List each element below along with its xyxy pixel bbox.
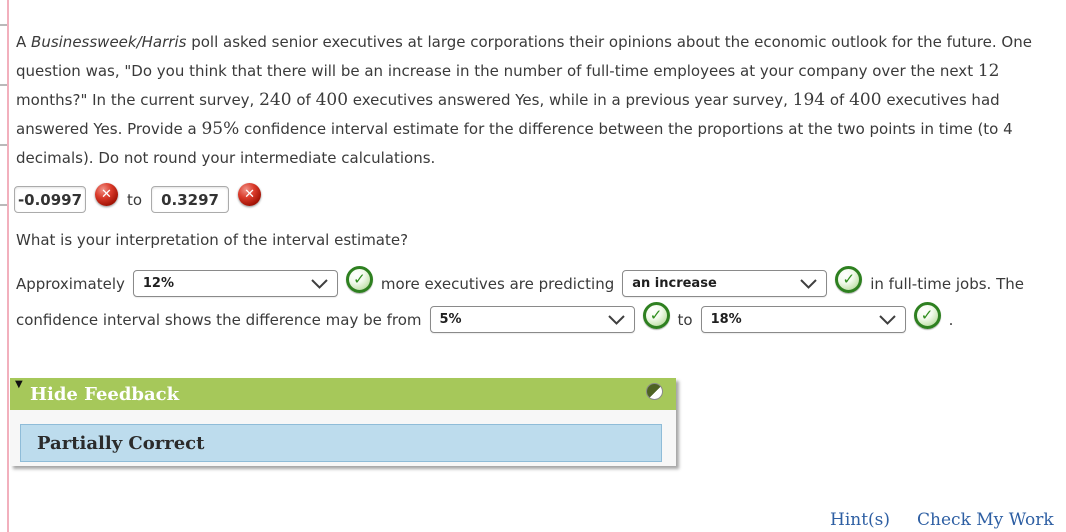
incorrect-icon: ✕: [238, 183, 262, 206]
problem-segment: of: [291, 91, 316, 109]
interp-text: confidence interval shows the difference…: [16, 310, 422, 329]
lower-percent-select[interactable]: 5%: [429, 306, 635, 333]
partially-correct-icon: [646, 383, 663, 400]
check-my-work-link[interactable]: Check My Work: [917, 510, 1054, 530]
direction-select[interactable]: an increase: [622, 270, 828, 297]
number-months: 12: [977, 61, 1000, 81]
correct-icon: ✓: [913, 302, 941, 329]
interp-text: .: [948, 310, 954, 329]
chevron-down-icon: [800, 278, 817, 289]
interp-text: Approximately: [16, 274, 125, 293]
problem-segment: executives had answered Yes. Provide a: [16, 91, 1000, 138]
feedback-body: Partially Correct: [10, 410, 676, 466]
chevron-down-icon: [607, 314, 625, 325]
number-previous-yes: 194: [792, 90, 826, 110]
feedback-header-label: Hide Feedback: [30, 383, 180, 405]
hints-link[interactable]: Hint(s): [830, 510, 891, 530]
feedback-status-bar: Partially Correct: [20, 424, 662, 462]
selected-option: 18%: [710, 312, 742, 327]
margin-tick: [0, 24, 7, 26]
collapse-triangle-icon: ▼: [15, 379, 23, 390]
problem-segment: of: [825, 91, 850, 109]
selected-option: 12%: [142, 276, 174, 291]
selected-option: an increase: [632, 276, 717, 291]
correct-icon: ✓: [642, 302, 670, 329]
interpretation-line-1: Approximately 12% ✓ more executives are …: [16, 266, 1024, 297]
margin-tick: [0, 84, 7, 86]
answer-row: ✕ to ✕: [14, 183, 262, 213]
to-label: to: [127, 190, 143, 209]
margin-tick: [0, 204, 7, 206]
interp-text: to: [677, 310, 693, 329]
problem-text: A Businessweek/Harris poll asked senior …: [16, 28, 1060, 173]
number-current-total: 400: [315, 90, 349, 110]
feedback-panel: ▼ Hide Feedback Partially Correct: [10, 378, 676, 466]
chevron-down-icon: [878, 314, 896, 325]
hide-feedback-toggle[interactable]: ▼ Hide Feedback: [10, 378, 676, 410]
problem-segment: poll asked senior executives at large co…: [16, 33, 1032, 80]
lower-bound-input[interactable]: [14, 186, 86, 213]
correct-icon: ✓: [835, 266, 863, 293]
left-margin-line: [7, 0, 9, 532]
selected-option: 5%: [439, 312, 462, 327]
upper-bound-input[interactable]: [151, 186, 230, 213]
confidence-level: 95%: [201, 119, 240, 139]
margin-tick: [0, 144, 7, 146]
upper-percent-select[interactable]: 18%: [700, 306, 906, 333]
problem-segment: confidence interval estimate for the dif…: [16, 120, 1013, 167]
feedback-status-label: Partially Correct: [37, 432, 205, 454]
number-current-yes: 240: [259, 90, 292, 110]
problem-segment: executives answered Yes, while in a prev…: [348, 91, 793, 109]
publication-name: Businessweek/Harris: [31, 33, 187, 51]
footer-links: Hint(s) Check My Work: [830, 510, 1054, 530]
chevron-down-icon: [311, 278, 328, 289]
interpretation-line-2: confidence interval shows the difference…: [16, 302, 954, 333]
number-previous-total: 400: [849, 90, 882, 110]
correct-icon: ✓: [345, 266, 373, 293]
interp-text: in full-time jobs. The: [870, 274, 1024, 293]
interpretation-question: What is your interpretation of the inter…: [16, 231, 409, 249]
problem-segment: months?" In the current survey,: [16, 91, 260, 109]
interp-text: more executives are predicting: [380, 274, 615, 293]
percent-difference-select[interactable]: 12%: [132, 270, 338, 297]
incorrect-icon: ✕: [95, 183, 118, 206]
problem-segment: A: [16, 33, 32, 51]
